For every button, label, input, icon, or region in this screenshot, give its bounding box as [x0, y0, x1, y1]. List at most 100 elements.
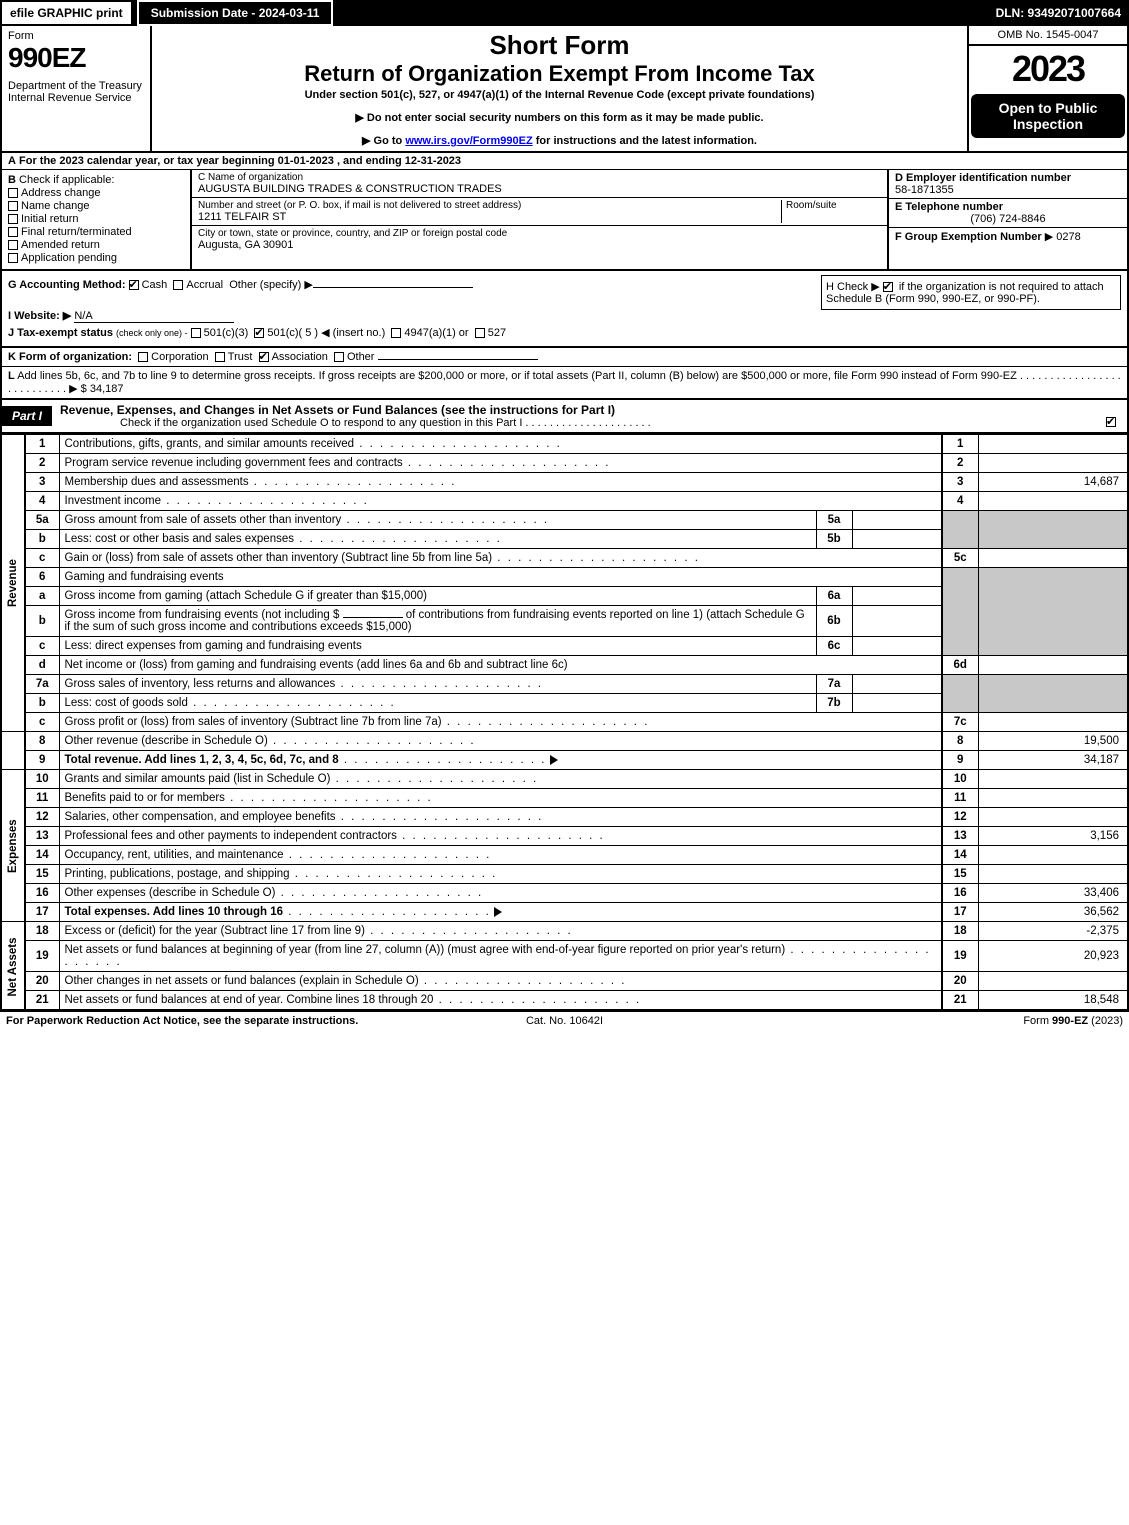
ln-19: 19 — [25, 941, 59, 972]
part1-subtitle: Check if the organization used Schedule … — [60, 417, 1119, 429]
arrow-icon — [550, 755, 558, 765]
short-form-title: Short Form — [160, 30, 959, 61]
chk-initial-return-label: Initial return — [21, 213, 78, 225]
g-other-input[interactable] — [313, 287, 473, 288]
revenue-side-label: Revenue — [1, 435, 25, 732]
org-city: Augusta, GA 30901 — [198, 239, 881, 251]
rn-19: 19 — [942, 941, 978, 972]
rn-2: 2 — [942, 454, 978, 473]
rn-9: 9 — [942, 751, 978, 770]
j-note: (check only one) - — [116, 328, 188, 338]
form-number: 990EZ — [8, 42, 144, 74]
rn-18: 18 — [942, 922, 978, 941]
desc-7c: Gross profit or (loss) from sales of inv… — [59, 713, 942, 732]
g-accrual-checkbox[interactable] — [173, 280, 183, 290]
ln-18: 18 — [25, 922, 59, 941]
ln-13: 13 — [25, 827, 59, 846]
subamt-7b — [852, 694, 942, 713]
k-other-input[interactable] — [378, 359, 538, 360]
subamt-7a — [852, 675, 942, 694]
f-group-row: F Group Exemption Number ▶ 0278 — [889, 228, 1127, 245]
department-label: Department of the Treasury Internal Reve… — [8, 80, 144, 104]
ln-1: 1 — [25, 435, 59, 454]
part1-header: Part I Revenue, Expenses, and Changes in… — [0, 400, 1129, 434]
subamt-6c — [852, 637, 942, 656]
room-suite: Room/suite — [781, 200, 881, 223]
ln-20: 20 — [25, 972, 59, 991]
desc-12: Salaries, other compensation, and employ… — [59, 808, 942, 827]
chk-initial-return[interactable]: Initial return — [8, 213, 184, 225]
part1-title: Revenue, Expenses, and Changes in Net As… — [52, 400, 1127, 432]
ln-5a: 5a — [25, 511, 59, 530]
desc-2: Program service revenue including govern… — [59, 454, 942, 473]
j-527-checkbox[interactable] — [475, 328, 485, 338]
rn-4: 4 — [942, 492, 978, 511]
chk-address-change[interactable]: Address change — [8, 187, 184, 199]
ln-16: 16 — [25, 884, 59, 903]
section-i: I Website: ▶ N/A — [8, 309, 1121, 323]
d-value: 58-1871355 — [895, 184, 954, 196]
j-4947-label: 4947(a)(1) or — [404, 327, 468, 339]
desc-4: Investment income — [59, 492, 942, 511]
rn-7c: 7c — [942, 713, 978, 732]
part1-subtitle-text: Check if the organization used Schedule … — [120, 417, 651, 429]
note2-suffix: for instructions and the latest informat… — [533, 135, 757, 147]
amt-12 — [978, 808, 1128, 827]
k-other-checkbox[interactable] — [334, 352, 344, 362]
desc-19: Net assets or fund balances at beginning… — [59, 941, 942, 972]
amt-17: 36,562 — [978, 903, 1128, 922]
footer-right-suffix: (2023) — [1088, 1015, 1123, 1027]
c-city-row: City or town, state or province, country… — [192, 226, 887, 253]
k-trust-checkbox[interactable] — [215, 352, 225, 362]
amt-16: 33,406 — [978, 884, 1128, 903]
header-middle: Short Form Return of Organization Exempt… — [152, 26, 967, 151]
ln-7c: c — [25, 713, 59, 732]
j-501c3-label: 501(c)(3) — [204, 327, 249, 339]
h-checkbox[interactable] — [883, 282, 893, 292]
footer-right: Form 990-EZ (2023) — [751, 1015, 1123, 1027]
part1-table: Revenue 1 Contributions, gifts, grants, … — [0, 434, 1129, 1011]
rn-17: 17 — [942, 903, 978, 922]
efile-print-label[interactable]: efile GRAPHIC print — [0, 0, 133, 26]
form-word: Form — [8, 30, 144, 42]
chk-name-change[interactable]: Name change — [8, 200, 184, 212]
chk-final-return[interactable]: Final return/terminated — [8, 226, 184, 238]
e-label: E Telephone number — [895, 201, 1003, 213]
amt-11 — [978, 789, 1128, 808]
j-501c-checkbox[interactable] — [254, 328, 264, 338]
c-name-row: C Name of organization AUGUSTA BUILDING … — [192, 170, 887, 198]
desc-11: Benefits paid to or for members — [59, 789, 942, 808]
g-other-label: Other (specify) ▶ — [229, 279, 313, 291]
desc-9: Total revenue. Add lines 1, 2, 3, 4, 5c,… — [59, 751, 942, 770]
desc-1: Contributions, gifts, grants, and simila… — [59, 435, 942, 454]
open-to-public-badge: Open to Public Inspection — [971, 94, 1125, 138]
chk-application-pending-label: Application pending — [21, 252, 117, 264]
k-assoc-checkbox[interactable] — [259, 352, 269, 362]
addr-label: Number and street (or P. O. box, if mail… — [198, 200, 781, 211]
amt-10 — [978, 770, 1128, 789]
ln-4: 4 — [25, 492, 59, 511]
sub-6a: 6a — [816, 587, 852, 606]
rn-16: 16 — [942, 884, 978, 903]
k-corp-checkbox[interactable] — [138, 352, 148, 362]
k-assoc-label: Association — [272, 351, 328, 363]
chk-application-pending[interactable]: Application pending — [8, 252, 184, 264]
j-4947-checkbox[interactable] — [391, 328, 401, 338]
j-501c3-checkbox[interactable] — [191, 328, 201, 338]
f-value: ▶ 0278 — [1045, 231, 1081, 243]
chk-amended-return[interactable]: Amended return — [8, 239, 184, 251]
desc-13: Professional fees and other payments to … — [59, 827, 942, 846]
k-other-label: Other — [347, 351, 375, 363]
section-def: D Employer identification number 58-1871… — [887, 170, 1127, 269]
amt-13: 3,156 — [978, 827, 1128, 846]
part1-schedule-o-checkbox[interactable] — [1106, 417, 1116, 427]
arrow-icon-17 — [494, 907, 502, 917]
g-cash-checkbox[interactable] — [129, 280, 139, 290]
b-label: B — [8, 174, 16, 186]
amt-18: -2,375 — [978, 922, 1128, 941]
desc-7b: Less: cost of goods sold — [59, 694, 816, 713]
sub-6b: 6b — [816, 606, 852, 637]
irs-link[interactable]: www.irs.gov/Form990EZ — [405, 135, 532, 147]
sub-5a: 5a — [816, 511, 852, 530]
ssn-warning: ▶ Do not enter social security numbers o… — [160, 111, 959, 124]
